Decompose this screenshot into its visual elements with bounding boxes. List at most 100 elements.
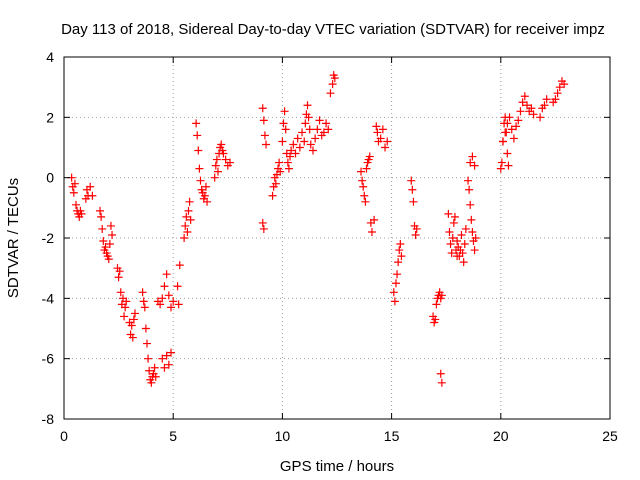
data-point [130, 309, 139, 318]
data-point [300, 137, 309, 146]
data-point [540, 101, 549, 110]
data-point [221, 155, 230, 164]
data-point [142, 339, 151, 348]
data-point [503, 119, 512, 128]
data-point [553, 89, 562, 98]
data-point [361, 197, 370, 206]
data-point [457, 230, 466, 239]
data-point [262, 140, 271, 149]
y-tick-label: -8 [42, 411, 55, 427]
data-point [301, 119, 310, 128]
data-point [304, 113, 313, 122]
data-point [305, 125, 314, 134]
data-point [468, 227, 477, 236]
data-point [77, 209, 86, 218]
data-point [303, 101, 312, 110]
data-point [279, 119, 288, 128]
data-point [328, 80, 337, 89]
data-point [447, 249, 456, 258]
data-point [498, 137, 507, 146]
data-point [278, 137, 287, 146]
data-point [460, 240, 469, 249]
y-tick-label: -2 [42, 230, 55, 246]
data-point [360, 191, 369, 200]
data-point [96, 206, 105, 215]
data-point [160, 282, 169, 291]
data-point [212, 155, 221, 164]
data-point [175, 261, 184, 270]
data-point [258, 104, 267, 113]
data-point [466, 158, 475, 167]
data-point [370, 215, 379, 224]
data-point [115, 267, 124, 276]
data-point [357, 167, 366, 176]
data-point [536, 113, 545, 122]
data-point [503, 149, 512, 158]
data-point [162, 270, 171, 279]
data-point [322, 119, 331, 128]
data-point [268, 191, 277, 200]
data-point [431, 315, 440, 324]
data-point [98, 224, 107, 233]
data-point [120, 312, 129, 321]
data-point [542, 95, 551, 104]
data-point [437, 378, 446, 387]
data-point [551, 95, 560, 104]
data-point [397, 252, 406, 261]
data-point [97, 212, 106, 221]
data-point [183, 227, 192, 236]
data-point [516, 107, 525, 116]
data-point [151, 372, 160, 381]
y-tick-label: 4 [46, 49, 54, 65]
data-point [466, 200, 475, 209]
data-point [306, 140, 315, 149]
data-point [186, 215, 195, 224]
data-point [105, 240, 114, 249]
data-point [458, 249, 467, 258]
data-point [280, 107, 289, 116]
data-point [147, 378, 156, 387]
data-point [173, 282, 182, 291]
data-point [448, 234, 457, 242]
data-point [509, 134, 518, 143]
data-point [260, 131, 269, 140]
data-point [468, 152, 477, 161]
data-point [213, 167, 222, 176]
data-marks [67, 71, 569, 387]
data-point [358, 176, 367, 185]
data-point [217, 140, 226, 149]
data-point [529, 110, 538, 119]
data-point [201, 182, 210, 191]
data-point [467, 215, 476, 224]
data-point [315, 116, 324, 125]
data-point [145, 366, 154, 375]
data-point [496, 164, 505, 173]
data-point [196, 176, 205, 185]
data-point [319, 128, 328, 137]
x-tick-label: 10 [275, 428, 291, 444]
grid-lines [64, 57, 610, 419]
data-point [200, 191, 209, 200]
data-point [287, 146, 296, 155]
data-point [411, 230, 420, 239]
data-point [396, 240, 405, 249]
data-point [225, 158, 234, 167]
data-point [446, 240, 455, 249]
data-point [181, 221, 190, 230]
data-point [373, 128, 382, 137]
x-tick-label: 0 [60, 428, 68, 444]
data-point [313, 125, 322, 134]
data-point [412, 224, 421, 233]
data-point [203, 197, 212, 206]
data-point [184, 206, 193, 215]
data-point [167, 303, 176, 312]
data-point [378, 125, 387, 134]
data-point [259, 224, 268, 233]
data-point [367, 227, 376, 236]
data-point [507, 125, 516, 134]
data-point [504, 161, 513, 170]
data-point [141, 324, 150, 333]
x-tick-label: 20 [493, 428, 509, 444]
data-point [192, 119, 201, 128]
